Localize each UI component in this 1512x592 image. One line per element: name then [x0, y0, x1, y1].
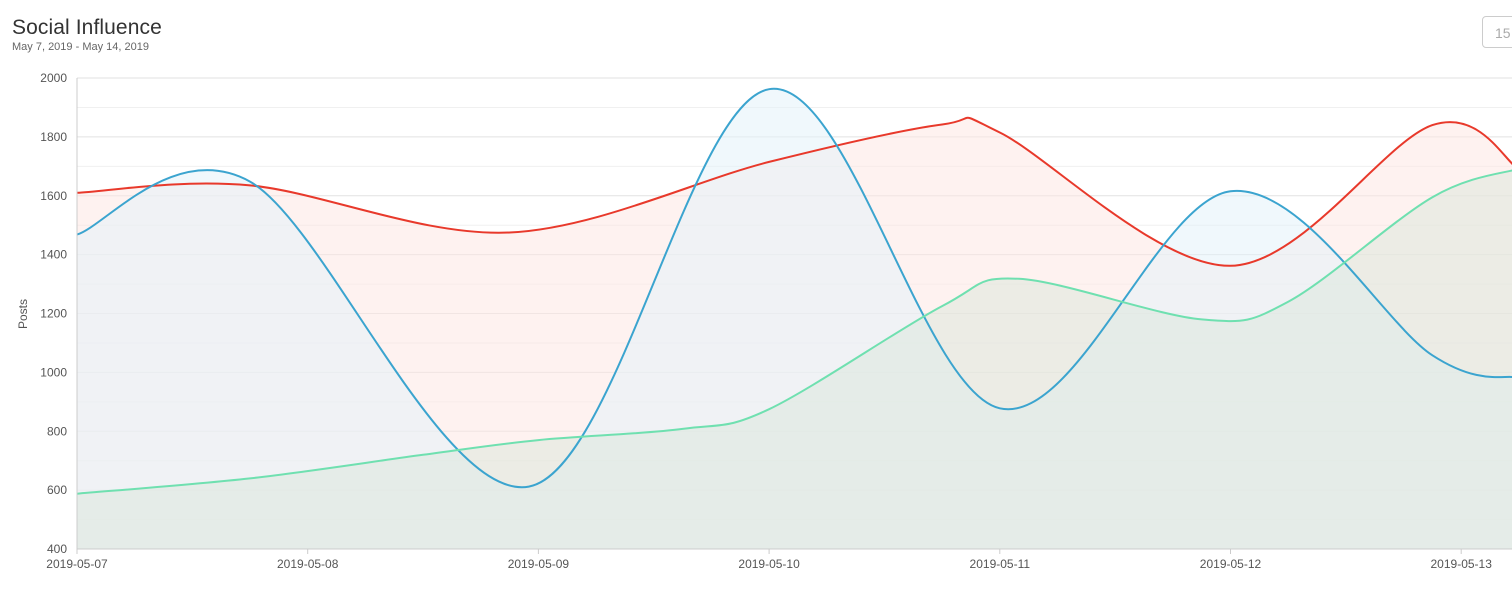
y-tick-label: 800 — [47, 424, 67, 438]
series-line-3 — [76, 169, 1512, 495]
x-tick-label: 2019-05-09 — [508, 557, 570, 571]
chart-title: Social Influence — [12, 16, 162, 39]
y-tick-label: 2000 — [40, 71, 67, 85]
y-axis-label: Posts — [16, 299, 30, 329]
series-line-2 — [76, 88, 1512, 488]
axes: 400 600 800 1000 1200 1400 1600 1800 2000 2019-05… — [40, 71, 1512, 571]
x-tick-label: 2019-05-07 — [46, 557, 108, 571]
x-tick-label: 2019-05-11 — [970, 557, 1031, 571]
range-input[interactable]: 15 — [1482, 16, 1512, 48]
y-tick-label: 600 — [47, 483, 67, 497]
y-tick-label: 1600 — [40, 189, 67, 203]
series-areas — [77, 89, 1512, 549]
y-tick-label: 1400 — [40, 248, 67, 262]
x-tick-label: 2019-05-12 — [1200, 557, 1262, 571]
series-area-3 — [77, 170, 1512, 549]
y-tick-label: 1000 — [40, 365, 67, 379]
series-lines — [76, 88, 1512, 495]
x-tick-label: 2019-05-10 — [738, 557, 800, 571]
y-tick-label: 400 — [47, 542, 67, 556]
y-tick-label: 1200 — [40, 307, 67, 321]
x-tick-label: 2019-05-08 — [277, 557, 339, 571]
y-tick-label: 1800 — [40, 130, 67, 144]
chart-subtitle: May 7, 2019 - May 14, 2019 — [12, 41, 149, 53]
series-line-1 — [76, 116, 1512, 267]
x-tick-label: 2019-05-13 — [1431, 557, 1493, 571]
